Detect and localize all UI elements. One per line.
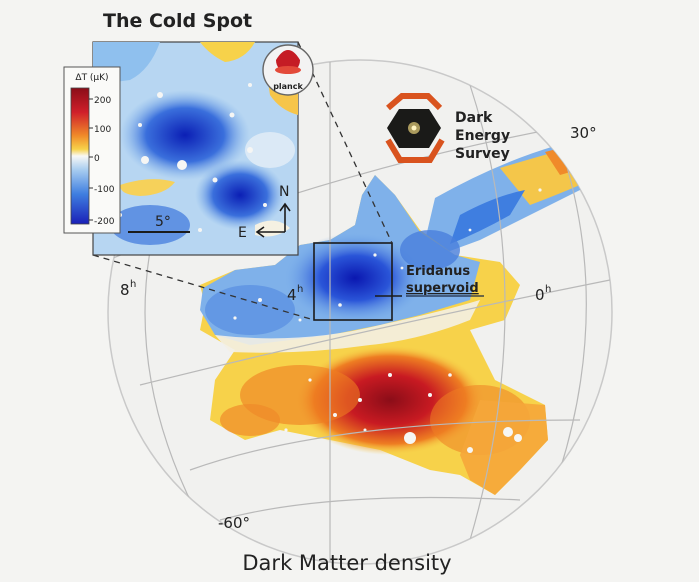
des-logo-text-line1: Dark — [455, 110, 493, 126]
inset-connector-lines — [92, 41, 393, 321]
figure-caption: Dark Matter density — [242, 551, 451, 575]
colorbar-tick-label: 0 — [94, 154, 100, 164]
colorbar-label: ΔT (μK) — [75, 73, 108, 83]
eridanus-label-line1: Eridanus — [406, 264, 470, 279]
des-logo — [385, 93, 445, 163]
colorbar-tick-label: 100 — [94, 125, 111, 135]
scale-bar-label: 5° — [155, 214, 171, 230]
dec-label-minus60: -60° — [218, 514, 250, 532]
compass-arrows — [255, 202, 291, 238]
text-labels: The Cold Spot ΔT (μK) 200 100 0 -100 -20… — [75, 10, 596, 575]
ra-label-8h: 8 — [120, 281, 130, 299]
des-logo-text-line2: Energy — [455, 128, 510, 144]
eridanus-label-line2: supervoid — [406, 281, 479, 296]
masked-sources — [233, 188, 542, 453]
colorbar-tick-label: 200 — [94, 96, 111, 106]
planck-logo-text: planck — [273, 82, 303, 91]
ra-label-0h: 0 — [535, 286, 545, 304]
colorbar-tick-label: -200 — [94, 217, 115, 227]
compass-north-label: N — [279, 184, 289, 200]
inset-title: The Cold Spot — [103, 10, 252, 32]
des-logo-text-line3: Survey — [455, 146, 510, 162]
dec-label-30: 30° — [570, 124, 597, 142]
supervoid-box — [313, 242, 393, 321]
colorbar — [70, 87, 90, 225]
cold-spot-inset — [63, 41, 299, 256]
compass-east-label: E — [238, 225, 247, 241]
ra-label-0h-unit: h — [545, 284, 551, 295]
ra-label-8h-unit: h — [130, 279, 136, 290]
ra-label-4h-unit: h — [297, 284, 303, 295]
colorbar-tick-label: -100 — [94, 185, 115, 195]
colorbar-ticks — [89, 98, 93, 221]
planck-logo — [262, 44, 314, 96]
ra-label-4h: 4 — [287, 286, 297, 304]
